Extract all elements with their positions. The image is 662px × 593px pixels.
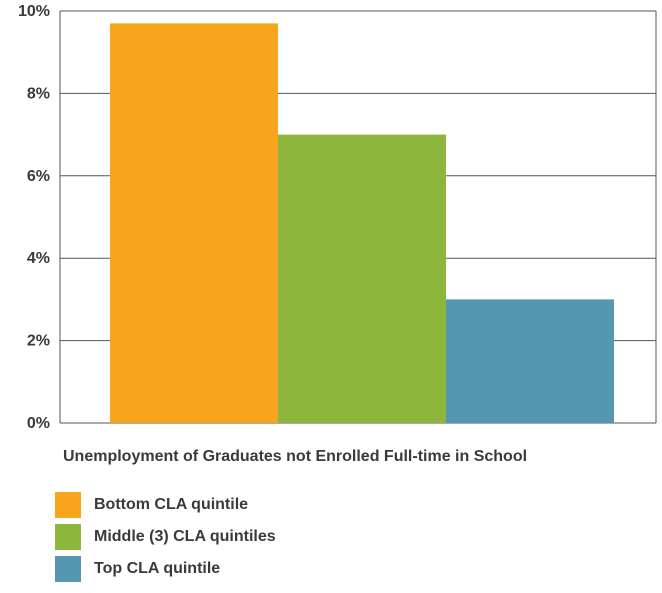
bars [110, 23, 614, 424]
y-tick-label: 2% [27, 333, 50, 350]
x-axis-label: Unemployment of Graduates not Enrolled F… [63, 448, 528, 465]
bar-middle-quintiles [278, 134, 446, 423]
y-tick-label: 0% [27, 415, 50, 432]
y-tick-label: 6% [27, 168, 50, 185]
bar-top-quintile [446, 299, 614, 423]
y-axis: 0% 2% 4% 6% 8% 10% [18, 3, 50, 432]
legend-label-bottom: Bottom CLA quintile [94, 496, 249, 513]
legend-label-top: Top CLA quintile [94, 560, 221, 577]
legend-item-top: Top CLA quintile [55, 556, 276, 582]
legend: Bottom CLA quintile Middle (3) CLA quint… [55, 492, 276, 588]
legend-label-middle: Middle (3) CLA quintiles [94, 528, 276, 545]
y-tick-label: 8% [27, 85, 50, 102]
y-tick-label: 10% [18, 3, 50, 20]
legend-swatch-middle [55, 524, 81, 550]
y-tick-label: 4% [27, 250, 50, 267]
legend-item-bottom: Bottom CLA quintile [55, 492, 276, 518]
legend-swatch-top [55, 556, 81, 582]
legend-item-middle: Middle (3) CLA quintiles [55, 524, 276, 550]
legend-swatch-bottom [55, 492, 81, 518]
bar-bottom-quintile [110, 23, 278, 424]
